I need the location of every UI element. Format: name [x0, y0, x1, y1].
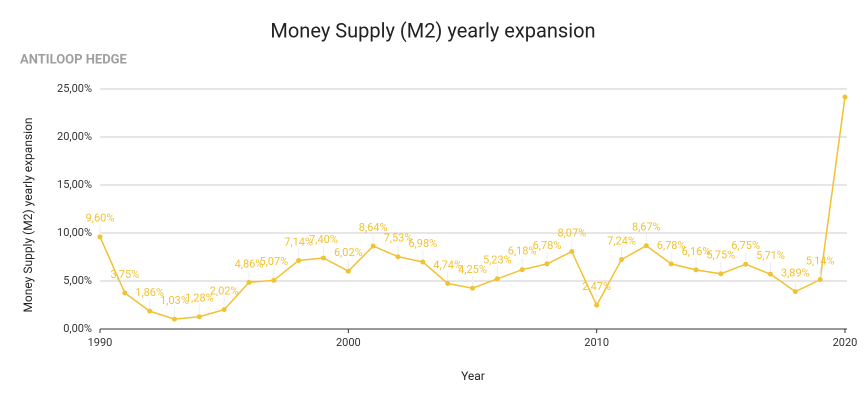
data-point [768, 271, 773, 277]
data-label: 1,86% [135, 286, 164, 299]
data-point [619, 256, 624, 262]
data-label: 2,47% [582, 280, 611, 293]
data-point [420, 259, 426, 265]
y-tick-label: 25,00% [57, 82, 92, 95]
data-label: 5,71% [756, 249, 785, 262]
data-point [271, 277, 277, 283]
data-label: 3,75% [110, 268, 139, 281]
data-label: 4,74% [433, 258, 462, 271]
y-tick-label: 0,00% [63, 322, 92, 335]
data-point [172, 316, 177, 322]
x-tick-label: 2010 [584, 336, 609, 349]
data-point [345, 268, 351, 274]
data-point [246, 279, 252, 285]
x-tick-label: 1990 [88, 336, 113, 349]
data-label: 7,24% [607, 234, 636, 247]
data-point [842, 94, 848, 100]
y-axis-label: Money Supply (M2) yearly expansion [21, 117, 35, 312]
data-point [370, 243, 376, 249]
x-tick-label: 2000 [336, 336, 361, 349]
data-point [445, 280, 451, 286]
data-label: 1,03% [160, 294, 189, 307]
data-label: 6,16% [682, 245, 711, 258]
data-point [296, 257, 302, 263]
data-label: 5,07% [259, 255, 288, 268]
data-label: 5,14% [806, 255, 835, 268]
y-tick-label: 5,00% [63, 274, 92, 287]
data-label: 8,67% [632, 221, 661, 234]
data-point [395, 254, 401, 260]
data-label: 9,60% [86, 212, 115, 225]
data-label: 6,18% [508, 245, 537, 258]
data-label: 6,78% [657, 239, 686, 252]
chart-subtitle: ANTILOOP HEDGE [20, 52, 128, 67]
data-label: 7,40% [309, 233, 338, 246]
y-tick-label: 10,00% [57, 226, 92, 239]
data-point [643, 243, 649, 249]
data-point [668, 261, 674, 267]
data-label: 2,02% [210, 285, 239, 298]
data-point [792, 289, 798, 295]
chart-title: Money Supply (M2) yearly expansion [270, 18, 595, 42]
data-label: 4,25% [458, 263, 487, 276]
data-point [594, 302, 600, 308]
data-label: 8,64% [359, 221, 388, 234]
data-point [196, 314, 202, 320]
data-label: 7,53% [384, 232, 413, 245]
data-point [718, 271, 724, 277]
data-point [221, 307, 227, 313]
data-point [470, 285, 475, 291]
data-label: 1,28% [185, 292, 214, 305]
data-label: 6,78% [533, 239, 562, 252]
y-tick-label: 15,00% [57, 178, 92, 191]
data-label: 4,86% [235, 257, 264, 270]
data-point [321, 255, 326, 261]
data-point [743, 261, 749, 267]
data-label: 8,07% [557, 226, 586, 239]
data-point [693, 267, 699, 273]
data-label: 3,89% [781, 267, 810, 280]
x-tick-label: 2020 [833, 336, 858, 349]
data-point [569, 249, 575, 255]
data-point [817, 277, 823, 283]
data-label: 5,23% [483, 254, 512, 267]
x-axis-label: Year [461, 369, 485, 383]
data-point [97, 234, 103, 240]
data-label: 5,75% [706, 249, 735, 262]
y-tick-label: 20,00% [57, 130, 92, 143]
data-point [147, 308, 153, 314]
data-point [122, 290, 128, 296]
data-point [519, 267, 525, 273]
data-label: 6,02% [334, 246, 363, 259]
data-point [494, 276, 500, 282]
data-label: 6,98% [408, 237, 437, 250]
data-point [544, 261, 550, 267]
data-label: 6,75% [731, 239, 760, 252]
data-label: 7,14% [284, 235, 313, 248]
